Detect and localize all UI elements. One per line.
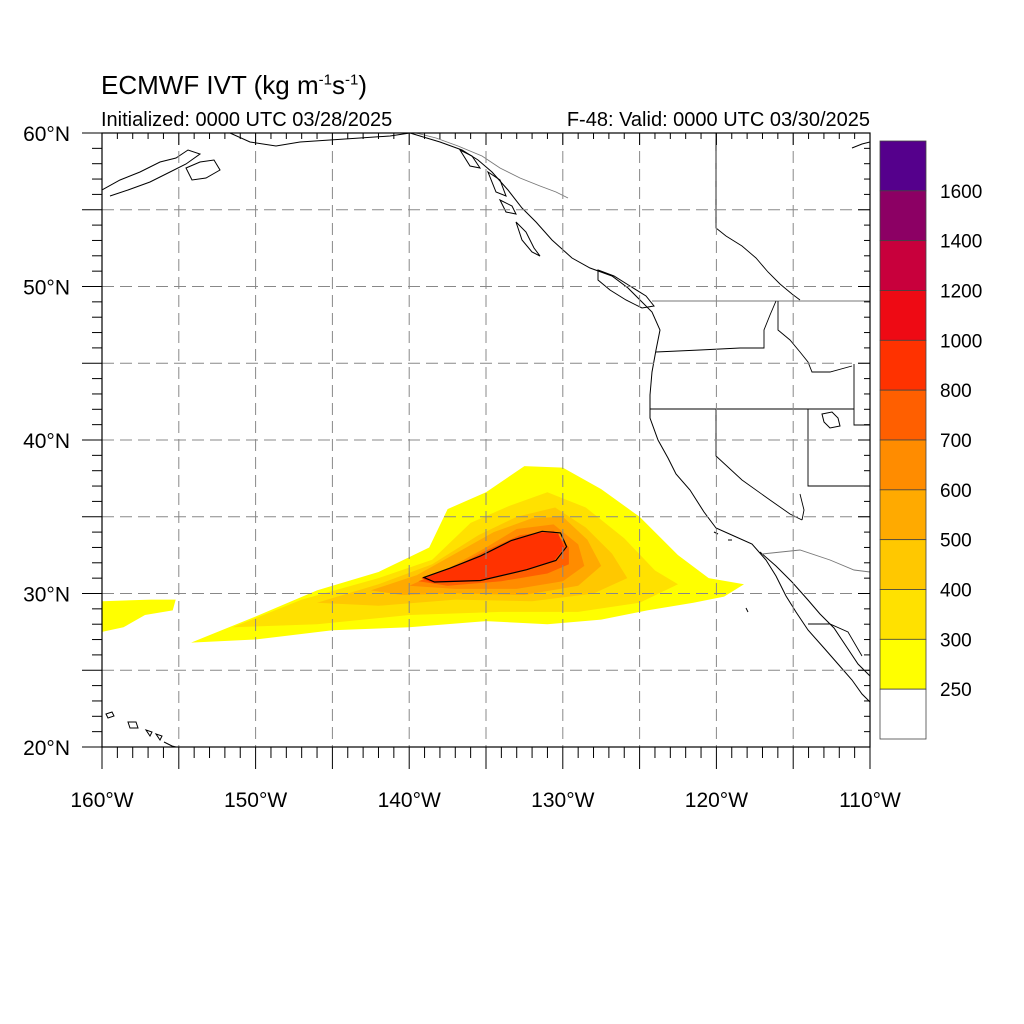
y-tick-label: 60°N bbox=[23, 123, 70, 146]
lat-lon-grid bbox=[102, 133, 870, 747]
colorbar-swatch bbox=[879, 539, 927, 590]
contour-line bbox=[422, 530, 568, 583]
y-tick-label: 30°N bbox=[23, 584, 70, 607]
colorbar-swatch bbox=[879, 190, 927, 242]
colorbar: 1600 1400 1200 1000 800 700 600 500 400 300 250 bbox=[879, 140, 982, 740]
idaho-montana-east bbox=[853, 364, 870, 426]
southeast-alaska-islands bbox=[458, 148, 517, 215]
hawaii-big-island bbox=[163, 741, 177, 747]
colorbar-swatch bbox=[879, 339, 927, 391]
colorbar-swatch bbox=[879, 240, 927, 291]
x-tick-label: 120°W bbox=[685, 789, 748, 812]
colorbar-label: 500 bbox=[940, 531, 972, 552]
hudson-arm bbox=[851, 141, 870, 149]
colorbar-swatch bbox=[879, 389, 927, 441]
colorbar-label: 1200 bbox=[940, 282, 982, 303]
axis-labels: 160°W 150°W 140°W 130°W 120°W 110°W 60°N 50°N 40… bbox=[23, 123, 901, 812]
x-tick-label: 150°W bbox=[224, 789, 287, 812]
gulf-of-alaska-coast bbox=[229, 133, 411, 147]
ivt-1000-contour bbox=[422, 530, 568, 583]
washington-oregon-border bbox=[655, 300, 777, 353]
hawaii-islands bbox=[105, 711, 163, 741]
coastlines bbox=[102, 133, 870, 747]
colorbar-label: 1400 bbox=[940, 232, 982, 253]
colorbar-swatch bbox=[879, 489, 927, 541]
ivt-region-250-1 bbox=[102, 599, 176, 632]
mexico-internal bbox=[808, 623, 863, 657]
y-tick-label: 50°N bbox=[23, 277, 70, 300]
colorbar-swatch bbox=[879, 688, 927, 740]
axis-ticks bbox=[82, 132, 871, 769]
colorbar-label: 1600 bbox=[940, 182, 982, 203]
x-tick-label: 140°W bbox=[378, 789, 441, 812]
colorbar-swatch bbox=[879, 439, 927, 491]
north-america-coastline bbox=[409, 133, 870, 703]
arizona-west bbox=[799, 493, 805, 521]
ivt-region-800-7 bbox=[421, 532, 565, 583]
y-tick-label: 20°N bbox=[23, 737, 70, 760]
alaska-canada-border bbox=[415, 133, 569, 199]
us-mexico-border bbox=[761, 549, 870, 573]
bc-alberta-border bbox=[715, 133, 801, 301]
ivt-field bbox=[102, 466, 745, 643]
nevada-california-border bbox=[715, 409, 803, 521]
x-tick-label: 130°W bbox=[531, 789, 594, 812]
colorbar-label: 1000 bbox=[940, 331, 982, 352]
vancouver-island bbox=[597, 269, 655, 309]
colorbar-label: 700 bbox=[940, 431, 972, 452]
baja-coast-east bbox=[759, 551, 870, 677]
colorbar-label: 400 bbox=[940, 581, 972, 602]
idaho-west-border bbox=[777, 301, 853, 373]
nevada-east-border bbox=[807, 409, 870, 487]
colorbar-swatch bbox=[879, 589, 927, 640]
haida-gwaii bbox=[515, 221, 541, 257]
initialized-label: Initialized: 0000 UTC 03/28/2025 bbox=[101, 109, 393, 131]
colorbar-swatch bbox=[879, 290, 927, 341]
alaska-peninsula bbox=[102, 149, 202, 197]
guadalupe-island bbox=[745, 607, 749, 613]
colorbar-swatch bbox=[879, 638, 927, 690]
valid-time-label: F-48: Valid: 0000 UTC 03/30/2025 bbox=[566, 109, 870, 131]
colorbar-swatch bbox=[879, 140, 927, 192]
colorbar-label: 600 bbox=[940, 481, 972, 502]
colorbar-label: 800 bbox=[940, 381, 972, 402]
x-tick-label: 160°W bbox=[70, 789, 133, 812]
chart-title: ECMWF IVT (kg m-1s-1) bbox=[101, 70, 367, 100]
x-tick-label: 110°W bbox=[839, 789, 901, 812]
colorbar-label: 250 bbox=[940, 680, 972, 701]
kodiak-island bbox=[185, 159, 221, 181]
colorbar-label: 300 bbox=[940, 630, 972, 651]
y-tick-label: 40°N bbox=[23, 430, 70, 453]
great-salt-lake bbox=[821, 411, 841, 429]
